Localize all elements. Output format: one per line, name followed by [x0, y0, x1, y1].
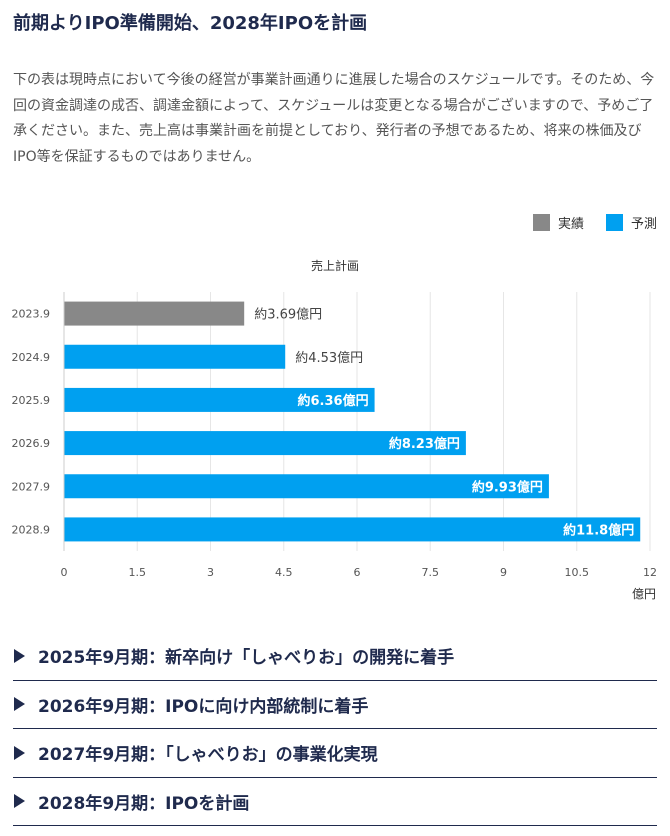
- bar-value-label: 約11.8億円: [563, 522, 634, 538]
- chart-title: 売上計画: [311, 258, 359, 273]
- x-tick-label: 9: [500, 566, 507, 579]
- bar: [64, 431, 466, 456]
- bar-value-label: 約8.23億円: [389, 436, 460, 452]
- bar-value-label: 約6.36億円: [298, 393, 369, 409]
- x-tick-label: 1.5: [129, 566, 147, 579]
- bar-value-label: 約3.69億円: [254, 307, 322, 323]
- y-tick-label: 2025.9: [12, 394, 51, 407]
- triangle-right-icon: [14, 745, 25, 760]
- milestone-list: 2025年9月期：新卒向け「しゃべりお」の開発に着手 2026年9月期：IPOに…: [13, 632, 657, 826]
- legend-item-forecast: 予測: [605, 213, 657, 232]
- y-tick-label: 2023.9: [12, 308, 51, 321]
- bar: [64, 301, 245, 326]
- x-tick-label: 7.5: [422, 566, 440, 579]
- legend-label-actual: 実績: [557, 217, 584, 232]
- y-tick-label: 2027.9: [12, 480, 51, 493]
- y-tick-label: 2028.9: [12, 523, 51, 536]
- y-tick-label: 2024.9: [12, 351, 51, 364]
- milestone-label: 2026年9月期：IPOに向け内部統制に着手: [38, 696, 369, 717]
- legend-swatch-actual: [532, 214, 550, 231]
- bar: [64, 387, 375, 412]
- milestone-label: 2027年9月期：「しゃべりお」の事業化実現: [38, 745, 378, 766]
- legend-swatch-forecast: [605, 214, 623, 231]
- milestone-item[interactable]: 2028年9月期：IPOを計画: [13, 778, 657, 826]
- triangle-right-icon: [14, 697, 25, 712]
- bar: [64, 474, 549, 499]
- legend-label-forecast: 予測: [630, 217, 657, 232]
- x-tick-label: 4.5: [275, 566, 293, 579]
- bar: [64, 344, 286, 369]
- x-tick-label: 6: [354, 566, 361, 579]
- triangle-right-icon: [14, 648, 25, 663]
- bar: [64, 517, 641, 542]
- x-axis-unit-label: 億円: [632, 587, 656, 601]
- intro-paragraph: 下の表は現時点において今後の経営が事業計画通りに進展した場合のスケジュールです。…: [13, 72, 655, 165]
- chart-bars: 約3.69億円約4.53億円約6.36億円約8.23億円約9.93億円約11.8…: [64, 301, 641, 542]
- legend-item-actual: 実績: [532, 213, 584, 232]
- chart-axes: 0 1.5 3 4.5 6 7.5 9 10.5 12 2023.9 2024.9 2025.9 202…: [12, 292, 657, 579]
- x-tick-label: 0: [61, 566, 68, 579]
- milestone-label: 2025年9月期：新卒向け「しゃべりお」の開発に着手: [38, 648, 455, 669]
- page-title: 前期よりIPO準備開始、2028年IPOを計画: [13, 13, 368, 34]
- bar-value-label: 約4.53億円: [295, 350, 363, 366]
- y-tick-label: 2026.9: [12, 437, 51, 450]
- triangle-right-icon: [14, 794, 25, 809]
- sales-plan-chart: 売上計画 約3.69億円約4.53億円約6.36億円約8.23億円約9.93億円…: [12, 258, 658, 601]
- x-tick-label: 10.5: [565, 566, 590, 579]
- milestone-label: 2028年9月期：IPOを計画: [38, 793, 250, 814]
- x-tick-label: 3: [207, 566, 214, 579]
- milestone-item[interactable]: 2025年9月期：新卒向け「しゃべりお」の開発に着手: [13, 632, 657, 681]
- milestone-item[interactable]: 2027年9月期：「しゃべりお」の事業化実現: [13, 729, 657, 778]
- x-tick-label: 12: [643, 566, 657, 579]
- milestone-item[interactable]: 2026年9月期：IPOに向け内部統制に着手: [13, 681, 657, 729]
- chart-grid: [63, 292, 651, 551]
- chart-legend: 実績 予測: [511, 213, 657, 232]
- bar-value-label: 約9.93億円: [472, 479, 543, 495]
